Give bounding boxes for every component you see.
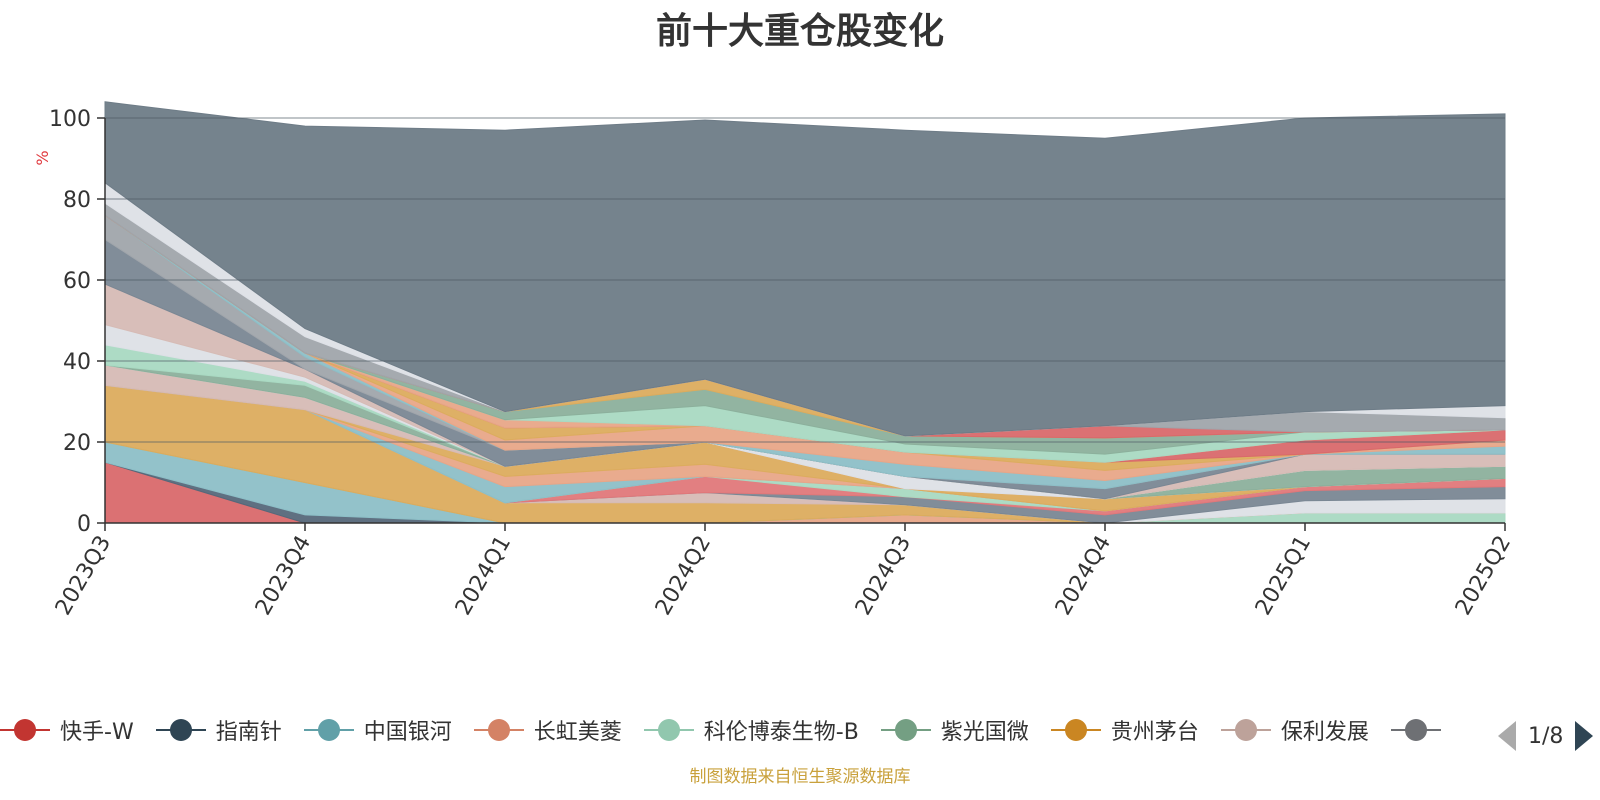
grid-layer bbox=[105, 117, 1505, 443]
legend-item[interactable]: 中国银河 bbox=[303, 712, 452, 748]
x-tick-label: 2024Q4 bbox=[1051, 532, 1116, 620]
legend-marker-icon bbox=[1220, 718, 1271, 742]
x-tick-label: 2025Q2 bbox=[1451, 532, 1516, 620]
y-tick-label: 40 bbox=[63, 350, 91, 375]
legend-marker-icon bbox=[1390, 718, 1441, 742]
legend-pager: 1/8 bbox=[1498, 718, 1594, 754]
legend-item[interactable]: 科伦博泰生物-B bbox=[643, 712, 859, 748]
legend: 快手-W 指南针 中国银河 长虹美菱 科伦博泰生物-B 紫光国微 贵州茅台 保利发展 bbox=[0, 712, 1600, 748]
legend-label: 科伦博泰生物-B bbox=[703, 720, 859, 745]
legend-item[interactable]: 紫光国微 bbox=[880, 712, 1029, 748]
chart-title: 前十大重仓股变化 bbox=[655, 11, 944, 52]
x-tick-label: 2023Q4 bbox=[251, 532, 316, 620]
legend-next-page-button[interactable] bbox=[1575, 721, 1594, 751]
y-tick-label: 0 bbox=[77, 512, 91, 537]
x-tick-label: 2024Q2 bbox=[651, 532, 716, 620]
legend-marker-icon bbox=[473, 718, 524, 742]
x-tick-label: 2025Q1 bbox=[1251, 532, 1316, 620]
stacked-area-chart: 0 20 40 60 80 100 2023Q3 2023Q4 2024Q1 2024Q2 2024… bbox=[33, 101, 1516, 620]
x-tick-label: 2024Q3 bbox=[851, 532, 916, 620]
y-tick-label: 60 bbox=[63, 269, 91, 294]
area-series-layer bbox=[104, 101, 1506, 524]
legend-label: 快手-W bbox=[60, 720, 134, 745]
legend-label: 保利发展 bbox=[1280, 720, 1369, 745]
legend-label: 中国银河 bbox=[363, 720, 452, 745]
legend-item-clipped[interactable] bbox=[1390, 712, 1478, 748]
y-axis-unit-label: % bbox=[33, 150, 52, 165]
y-tick-label: 20 bbox=[63, 431, 91, 456]
legend-marker-icon bbox=[880, 718, 931, 742]
legend-item[interactable]: 保利发展 bbox=[1220, 712, 1369, 748]
legend-item[interactable]: 长虹美菱 bbox=[473, 712, 622, 748]
legend-marker-icon bbox=[303, 718, 354, 742]
source-note: 制图数据来自恒生聚源数据库 bbox=[689, 767, 911, 787]
legend-label: 长虹美菱 bbox=[533, 720, 622, 745]
legend-page-indicator: 1/8 bbox=[1528, 723, 1564, 749]
legend-label: 指南针 bbox=[215, 720, 282, 745]
legend-label: 贵州茅台 bbox=[1110, 720, 1199, 745]
legend-marker-icon bbox=[643, 718, 694, 742]
legend-marker-icon bbox=[1050, 718, 1101, 742]
legend-item[interactable]: 指南针 bbox=[155, 712, 282, 748]
legend-marker-icon bbox=[155, 718, 206, 742]
legend-item[interactable]: 贵州茅台 bbox=[1050, 712, 1199, 748]
legend-prev-page-button[interactable] bbox=[1498, 721, 1516, 751]
x-tick-label: 2024Q1 bbox=[451, 532, 516, 620]
legend-item[interactable]: 快手-W bbox=[0, 712, 134, 748]
y-tick-label: 80 bbox=[63, 188, 91, 213]
y-tick-label: 100 bbox=[49, 107, 91, 132]
legend-marker-icon bbox=[0, 718, 50, 742]
area-series-34 bbox=[104, 101, 1506, 437]
x-tick-label: 2023Q3 bbox=[51, 532, 116, 620]
legend-label: 紫光国微 bbox=[940, 720, 1029, 745]
